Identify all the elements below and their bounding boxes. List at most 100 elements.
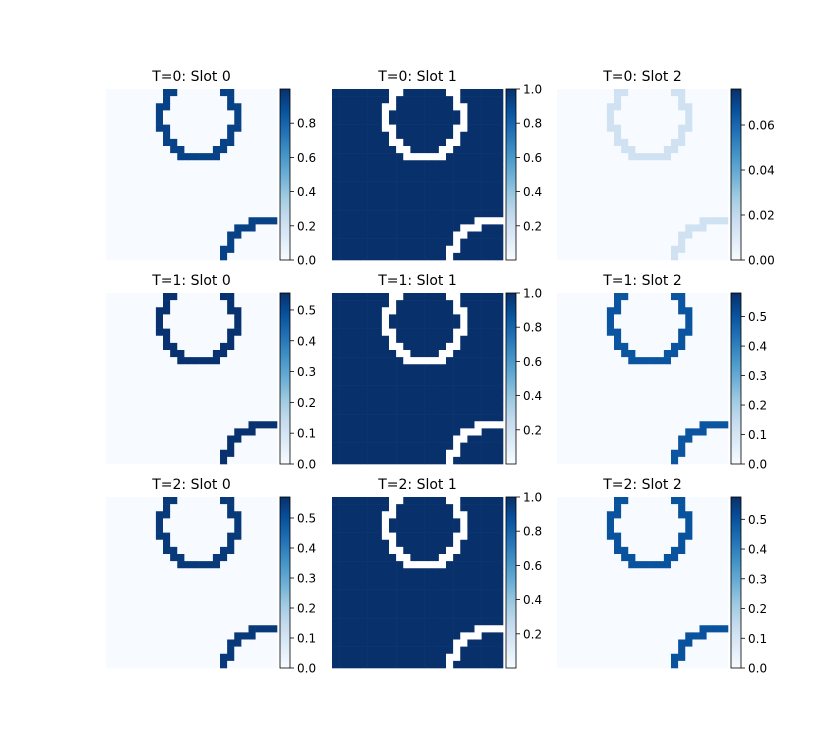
heatmap-cell <box>467 210 475 218</box>
heatmap-cell <box>585 546 593 555</box>
heatmap-cell <box>255 138 264 147</box>
heatmap-cell <box>198 314 207 322</box>
heatmap-cell <box>346 646 354 655</box>
heatmap-cell <box>255 442 264 451</box>
heatmap-cell <box>495 646 504 655</box>
heatmap-cell <box>671 124 679 133</box>
heatmap-cell <box>585 385 593 394</box>
heatmap-cell <box>120 210 128 218</box>
heatmap-cell <box>346 307 354 315</box>
heatmap-cell <box>649 539 658 548</box>
heatmap-cell <box>134 181 142 190</box>
heatmap-cell <box>205 328 214 337</box>
heatmap-cell <box>474 342 482 351</box>
heatmap-cell <box>621 399 629 408</box>
heatmap-cell <box>621 160 629 168</box>
heatmap-cell <box>106 399 114 408</box>
heatmap-cell <box>649 442 658 451</box>
heatmap-cell <box>170 632 178 640</box>
heatmap-cell <box>262 456 271 465</box>
heatmap-cell <box>621 428 629 436</box>
heatmap-cell <box>614 497 622 505</box>
heatmap-cell <box>685 231 693 239</box>
heatmap-cell <box>191 385 199 394</box>
colorbar-tick-label: 0.0 <box>748 458 767 472</box>
heatmap-cell <box>220 217 228 225</box>
heatmap-cell <box>460 357 468 365</box>
heatmap-cell <box>635 328 643 337</box>
heatmap-cell <box>585 335 593 344</box>
heatmap-cell <box>241 428 249 436</box>
heatmap-cell <box>396 378 404 386</box>
heatmap-cell <box>642 231 650 239</box>
heatmap-cell <box>227 611 235 619</box>
heatmap-cell <box>431 210 440 218</box>
heatmap-cell <box>438 497 447 505</box>
heatmap-cell <box>642 307 650 315</box>
heatmap-cell <box>571 342 579 351</box>
heatmap-cell <box>227 138 235 147</box>
heatmap-cell <box>396 117 404 125</box>
heatmap-cell <box>649 146 658 154</box>
heatmap-cell <box>234 532 242 541</box>
heatmap-cell <box>678 146 686 154</box>
heatmap-cell <box>353 407 361 415</box>
heatmap-cell <box>495 195 504 204</box>
heatmap-cell <box>417 596 425 605</box>
heatmap-cell <box>248 231 256 239</box>
heatmap-cell <box>381 660 390 669</box>
heatmap-cell <box>141 435 150 443</box>
heatmap-cell <box>381 231 390 239</box>
heatmap-cell <box>177 174 185 182</box>
heatmap-cell <box>184 504 192 512</box>
heatmap-cell <box>488 124 497 133</box>
heatmap-cell <box>481 195 490 204</box>
heatmap-cell <box>599 307 608 315</box>
heatmap-cell <box>332 589 340 598</box>
heatmap-cell <box>346 525 354 533</box>
heatmap-cell <box>564 518 572 526</box>
heatmap-cell <box>227 646 235 655</box>
heatmap-cell <box>642 546 650 555</box>
heatmap-cell <box>212 117 221 125</box>
heatmap-cell <box>417 511 425 519</box>
heatmap-cell <box>234 300 242 308</box>
heatmap-cell <box>374 511 383 519</box>
heatmap-cell <box>621 328 629 337</box>
heatmap-cell <box>438 238 447 247</box>
heatmap-cell <box>248 428 256 436</box>
heatmap-cell <box>346 449 354 458</box>
heatmap-cell <box>212 582 221 590</box>
heatmap-cell <box>227 625 235 633</box>
heatmap-cell <box>585 511 593 519</box>
heatmap-cell <box>720 188 729 197</box>
heatmap-cell <box>120 328 128 337</box>
heatmap-cell <box>431 153 440 161</box>
heatmap-cell <box>635 364 643 372</box>
heatmap-cell <box>642 314 650 322</box>
heatmap-cell <box>374 342 383 351</box>
heatmap-cell <box>163 335 171 344</box>
heatmap-cell <box>241 421 249 429</box>
heatmap-cell <box>163 449 171 458</box>
heatmap-cell <box>269 456 278 465</box>
heatmap-cell <box>699 314 707 322</box>
heatmap-cell <box>720 110 729 118</box>
heatmap-cell <box>339 110 347 118</box>
heatmap-cell <box>198 131 207 140</box>
heatmap-cell <box>713 504 722 512</box>
heatmap-cell <box>177 575 185 583</box>
heatmap-cell <box>685 217 693 225</box>
heatmap-cell <box>495 238 504 247</box>
heatmap-cell <box>446 575 454 583</box>
heatmap-cell <box>692 174 700 182</box>
heatmap-cell <box>148 131 157 140</box>
heatmap-cell <box>495 124 504 133</box>
heatmap-cell <box>353 504 361 512</box>
heatmap-cell <box>417 342 425 351</box>
heatmap-cell <box>205 117 214 125</box>
heatmap-cell <box>346 124 354 133</box>
heatmap-cell <box>163 89 171 97</box>
heatmap-cell <box>678 554 686 562</box>
heatmap-cell <box>564 153 572 161</box>
